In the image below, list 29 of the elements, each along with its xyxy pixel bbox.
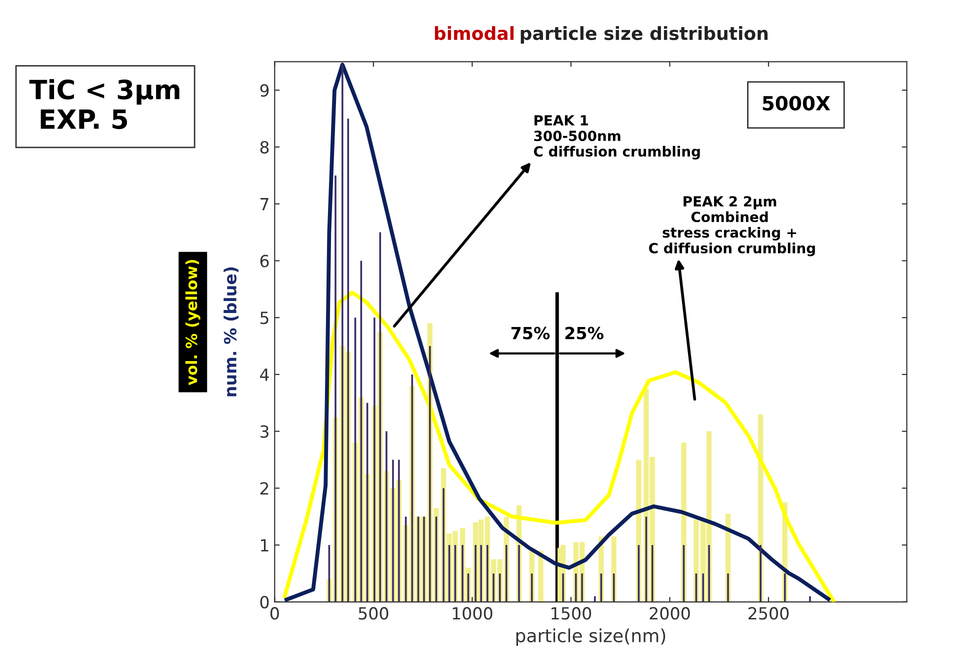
bar xyxy=(538,550,544,602)
text: vol. % (yellow) xyxy=(185,260,200,386)
annotation: 75% xyxy=(511,326,550,340)
y-tick-label: 0 xyxy=(260,596,269,608)
line-series xyxy=(282,290,836,602)
annotation: PEAK 2 2µm Combined stress cracking + C diffusion crumbling xyxy=(649,196,815,256)
annotation: 5000X xyxy=(762,96,830,111)
y-tick-label: 2 xyxy=(260,482,268,494)
x-tick-label: 2500 xyxy=(748,607,789,620)
x-tick-label: 0 xyxy=(270,607,279,620)
annotation: PEAK 1 300-500nm C diffusion crumbling xyxy=(534,115,700,160)
y-tick-label: 5 xyxy=(260,312,268,324)
line-series xyxy=(284,62,830,602)
y-tick-label: 8 xyxy=(260,140,269,154)
y-tick-label: 6 xyxy=(260,254,269,268)
x-tick-label: 1000 xyxy=(452,607,492,620)
annotation: 25% xyxy=(565,326,604,340)
x-axis-title: particle size(nm) xyxy=(516,628,666,646)
y-tick-label: 9 xyxy=(260,84,269,97)
y-tick-label: 3 xyxy=(260,425,268,438)
text: TiC < 3µm EXP. 5 xyxy=(29,79,180,130)
x-tick-label: 500 xyxy=(358,607,388,620)
y-axis-title: num. % (blue) xyxy=(224,267,238,396)
y-tick-label: 4 xyxy=(260,368,269,381)
chart-title: bimodal particle size distribution xyxy=(434,26,768,44)
x-tick-label: 1500 xyxy=(552,607,592,620)
y-tick-label: 7 xyxy=(260,198,268,210)
x-tick-label: 2000 xyxy=(650,607,690,620)
y-tick-label: 1 xyxy=(261,539,268,552)
